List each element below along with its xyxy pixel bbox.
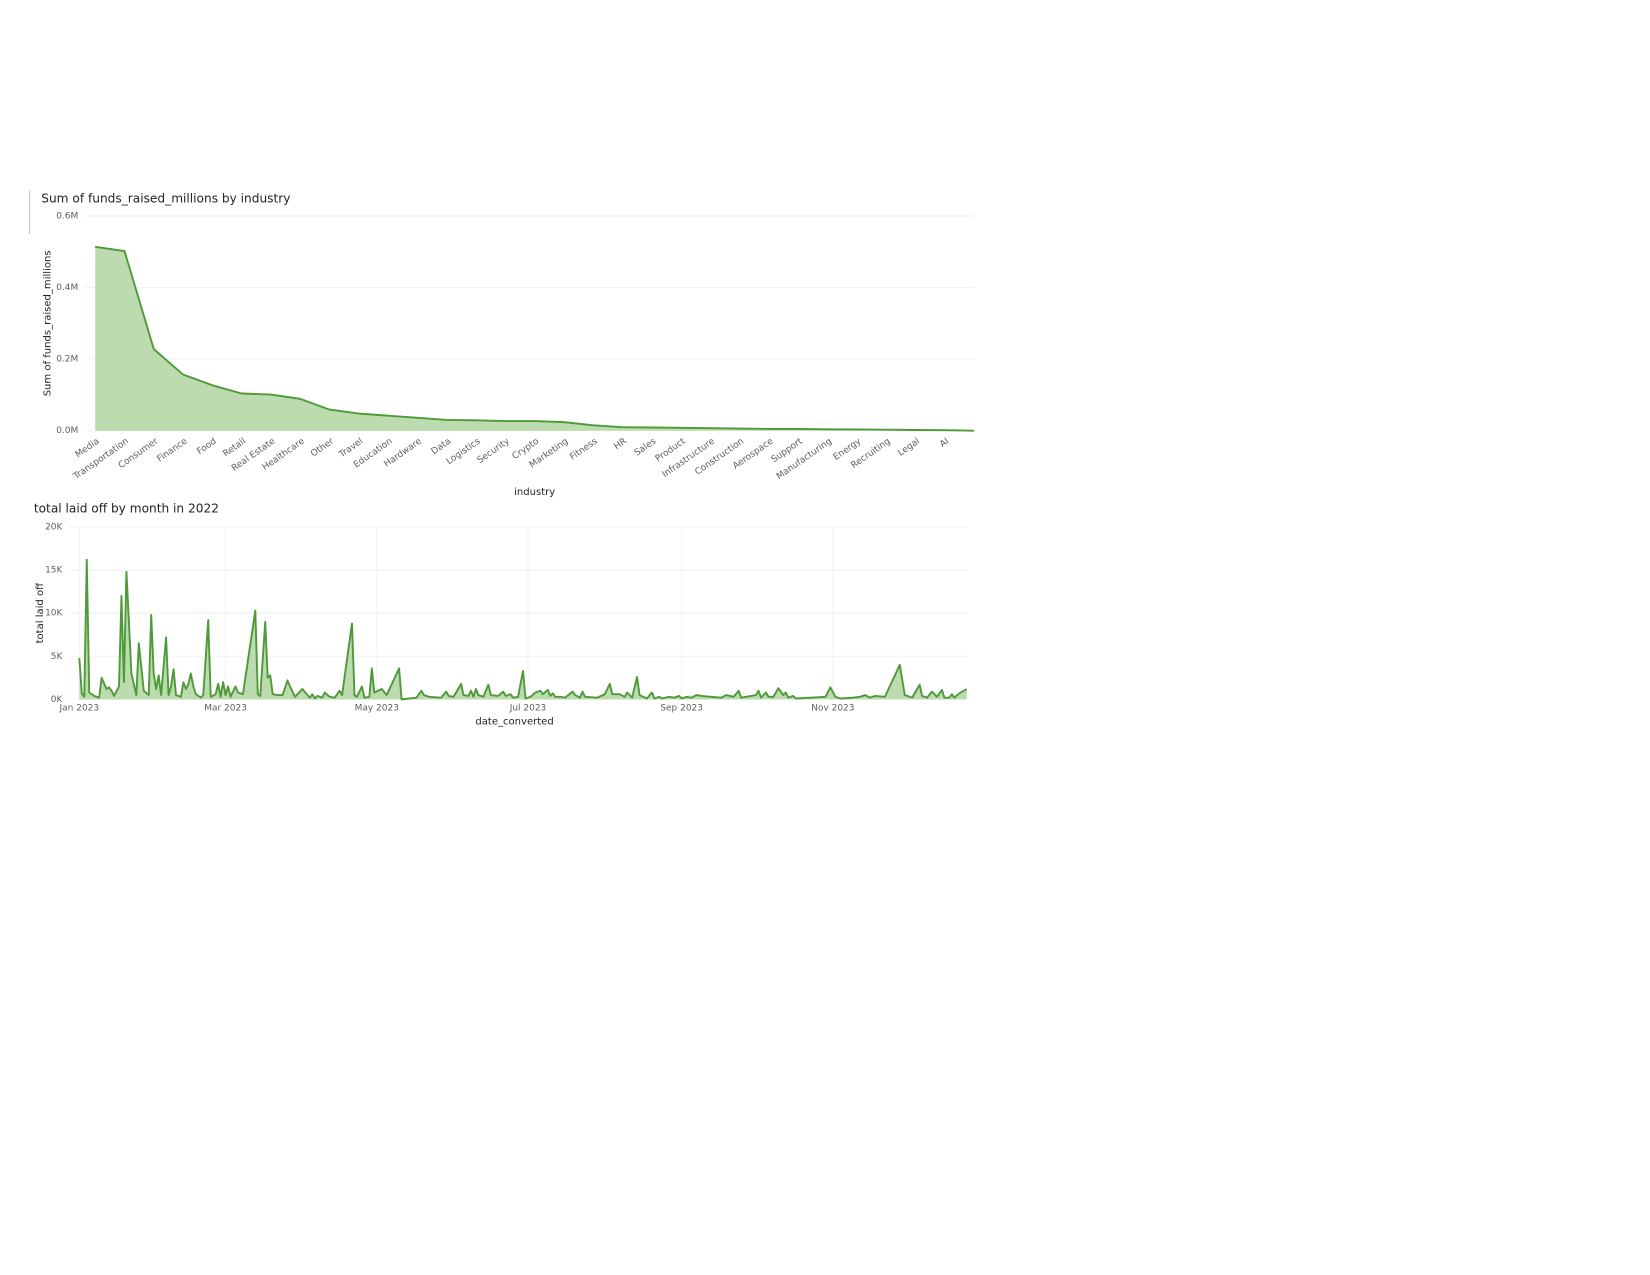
area-line	[95, 245, 975, 432]
y-tick-label: 0.4M	[56, 283, 78, 293]
y-tick-label: 0.0M	[56, 426, 78, 436]
x-axis-title: industry	[514, 487, 555, 498]
x-tick-label: Jan 2023	[59, 703, 100, 713]
y-tick-label: 0.6M	[56, 212, 78, 222]
x-tick-label: Finance	[156, 436, 190, 464]
x-tick-label: May 2023	[355, 703, 399, 713]
y-tick-label: 15K	[45, 566, 63, 576]
chart-title: Sum of funds_raised_millions by industry	[41, 192, 290, 206]
x-tick-label: Logistics	[445, 436, 483, 467]
y-tick-label: 5K	[51, 652, 64, 662]
y-axis-title: Sum of funds_raised_millions	[43, 250, 54, 396]
y-tick-label: 0.2M	[56, 355, 78, 365]
y-tick-label: 0K	[51, 695, 64, 705]
y-axis-title: total laid off	[35, 582, 46, 644]
x-tick-label: Mar 2023	[204, 703, 247, 713]
x-tick-label: HR	[613, 437, 629, 453]
x-tick-label: Food	[195, 437, 218, 458]
x-tick-label: AI	[938, 437, 951, 450]
x-tick-label: Jul 2023	[509, 703, 547, 713]
x-tick-label: Other	[309, 436, 336, 459]
x-tick-label: Nov 2023	[811, 703, 854, 713]
x-tick-label: Data	[430, 437, 453, 457]
x-tick-label: Fitness	[568, 436, 599, 462]
area-fill	[95, 246, 975, 431]
x-tick-label: Sep 2023	[660, 703, 703, 713]
x-tick-label: Security	[476, 436, 513, 466]
x-tick-label: Legal	[896, 437, 921, 459]
y-tick-label: 20K	[45, 522, 63, 532]
area-line	[78, 558, 968, 701]
x-axis-title: date_converted	[475, 717, 553, 728]
y-tick-label: 10K	[45, 609, 63, 619]
chart-title: total laid off by month in 2022	[34, 501, 219, 515]
